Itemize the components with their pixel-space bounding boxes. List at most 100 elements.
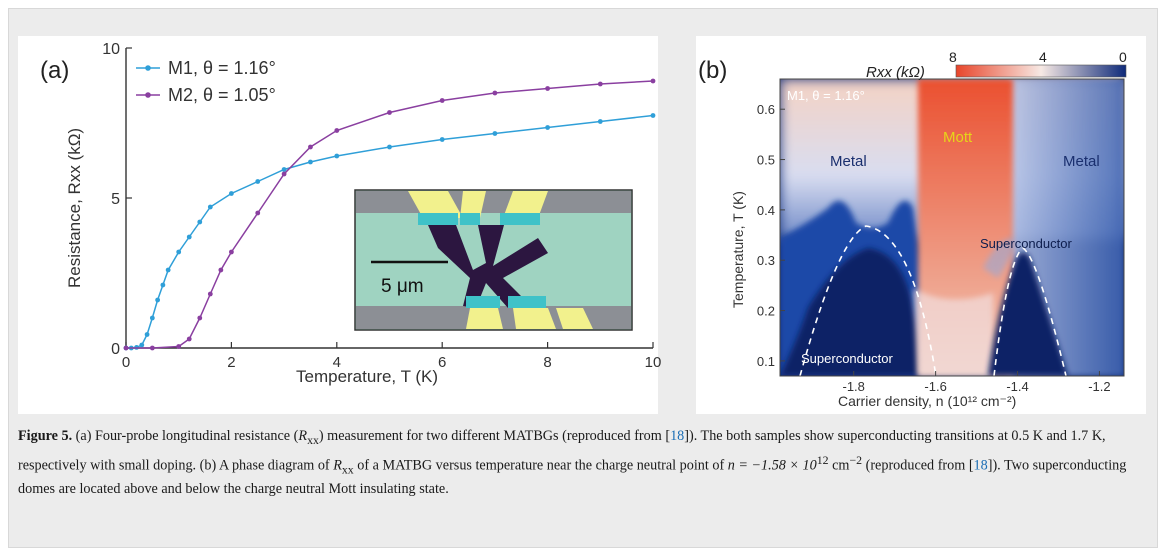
caption-rxx-sub-2: xx: [341, 462, 354, 477]
panel-a-xtick-label: 0: [122, 354, 130, 371]
colorbar-label: Rxx (kΩ): [866, 64, 925, 81]
figure-caption: Figure 5. (a) Four-probe longitudinal re…: [18, 426, 1148, 499]
data-point-m1: [207, 204, 213, 210]
caption-citation-2[interactable]: 18: [973, 457, 988, 474]
data-point-m1: [197, 219, 203, 225]
panel-b-ytick-label: 0.2: [757, 304, 775, 319]
region-superconductor-left: Superconductor: [801, 351, 893, 366]
data-point-m1: [165, 267, 171, 273]
panel-a-inset-image: [354, 189, 633, 331]
panel-a-ytick-label: 0: [111, 341, 120, 358]
data-point-m1: [144, 332, 150, 337]
panel-a-ytick-label: 10: [102, 41, 120, 58]
colorbar-gradient: [955, 64, 1127, 78]
panel-a-label: (a): [40, 57, 69, 84]
caption-n-expression: n = −1.58 × 10: [727, 457, 817, 474]
panel-b-xtick-label: -1.2: [1088, 379, 1110, 394]
data-point-m2: [387, 110, 392, 115]
panel-b-heatmap: [779, 78, 1125, 377]
colorbar-tick-4: 4: [1039, 49, 1047, 65]
data-point-m2: [207, 291, 213, 297]
data-point-m1: [308, 159, 313, 165]
region-metal-right: Metal: [1063, 153, 1100, 170]
caption-text-4: of a MATBG versus temperature near the c…: [353, 457, 728, 474]
region-mott: Mott: [943, 129, 973, 146]
data-point-m2: [281, 171, 287, 177]
figure-svg: (a) 0 2 4 6 8 10 0 5 10 Temperature, T (K) Resis…: [18, 36, 1146, 414]
data-point-m1: [176, 249, 182, 255]
data-point-m1: [545, 125, 550, 130]
panel-b-ytick-label: 0.1: [757, 354, 775, 369]
caption-citation-1[interactable]: 18: [670, 428, 685, 444]
data-point-m2: [229, 249, 234, 255]
data-point-m2: [218, 267, 224, 273]
data-point-m2: [308, 144, 313, 150]
legend-m2-marker: [145, 92, 151, 98]
data-point-m2: [149, 345, 155, 351]
panel-a-xtick-label: 4: [333, 354, 341, 371]
caption-figure-label: Figure 5.: [18, 428, 73, 444]
panel-a-series: [123, 78, 656, 351]
data-point-m2: [439, 98, 445, 103]
panel-a-xtick-label: 8: [543, 354, 551, 371]
figure-panels: (a) 0 2 4 6 8 10 0 5 10 Temperature, T (K) Resis…: [8, 8, 1158, 418]
legend-m2-label: M2, θ = 1.05°: [168, 85, 276, 105]
data-point-m2: [186, 336, 192, 342]
caption-n-unit: cm: [828, 457, 850, 474]
caption-text-5: (reproduced from [: [862, 457, 974, 474]
panel-b-xtick-label: -1.4: [1006, 379, 1028, 394]
panel-b-label: (b): [698, 57, 727, 84]
panel-a-xtick-label: 6: [438, 354, 446, 371]
region-metal-left: Metal: [830, 153, 867, 170]
data-point-m1: [186, 234, 192, 240]
panel-a-xtick-label: 2: [227, 354, 235, 371]
panel-b-ytick-label: 0.5: [757, 153, 775, 168]
caption-n-unit-exponent: −2: [849, 452, 863, 467]
panel-b-xtick-label: -1.8: [843, 379, 865, 394]
region-superconductor-right: Superconductor: [980, 236, 1072, 251]
inset-scale-bar-label: 5 μm: [381, 276, 424, 297]
legend-m1-label: M1, θ = 1.16°: [168, 58, 276, 78]
caption-rxx-symbol-2: R: [333, 457, 342, 474]
data-point-m1: [281, 167, 287, 172]
data-point-m2: [123, 345, 129, 351]
data-point-m2: [255, 210, 261, 216]
colorbar-tick-0: 0: [1119, 49, 1127, 65]
data-point-m1: [160, 282, 166, 288]
caption-rxx-symbol: R: [298, 428, 308, 444]
panel-a-ytick-label: 5: [111, 191, 120, 208]
caption-text-2: ) measurement for two different MATBGs (…: [318, 428, 671, 444]
panel-b-colorbar: Rxx (kΩ) 8 4 0: [866, 49, 1127, 81]
colorbar-tick-8: 8: [949, 49, 957, 65]
data-point-m1: [155, 297, 161, 303]
data-point-m1: [650, 113, 656, 118]
caption-text-6: ]). Two superconducting domes are locate…: [18, 457, 1127, 498]
panel-b-ytick-label: 0.6: [757, 102, 775, 117]
data-point-m2: [197, 315, 203, 321]
caption-n-exponent: 12: [816, 452, 829, 467]
data-point-m1: [334, 153, 340, 159]
sample-label: M1, θ = 1.16°: [787, 88, 865, 103]
data-point-m2: [545, 86, 550, 91]
data-point-m2: [650, 78, 656, 84]
data-point-m2: [492, 90, 498, 96]
data-point-m1: [387, 144, 392, 150]
caption-text-1: (a) Four-probe longitudinal resistance (: [72, 428, 299, 444]
panel-b-ytick-label: 0.3: [757, 253, 775, 268]
panel-b-ytick-label: 0.4: [757, 203, 775, 218]
panel-b-xtick-label: -1.6: [924, 379, 946, 394]
panel-b-xlabel: Carrier density, n (10¹² cm⁻²): [838, 393, 1016, 409]
data-point-m2: [176, 344, 182, 349]
caption-text-3: ]). The both samples show superconductin…: [18, 428, 1106, 474]
data-point-m1: [255, 179, 261, 184]
data-point-m1: [439, 137, 445, 142]
data-point-m1: [139, 342, 145, 348]
caption-rxx-sub: xx: [307, 432, 319, 447]
data-point-m1: [149, 315, 155, 321]
panel-a-ticks: 0 2 4 6 8 10 0 5 10: [102, 41, 661, 371]
panel-a-ylabel: Resistance, Rxx (kΩ): [65, 128, 84, 288]
data-point-m1: [229, 191, 234, 196]
legend-m1-marker: [145, 65, 151, 71]
panel-b-ticks: -1.8 -1.6 -1.4 -1.2 0.1 0.2 0.3 0.4 0.5 0.6: [757, 102, 1111, 394]
panel-b-ylabel: Temperature, T (K): [730, 191, 746, 308]
